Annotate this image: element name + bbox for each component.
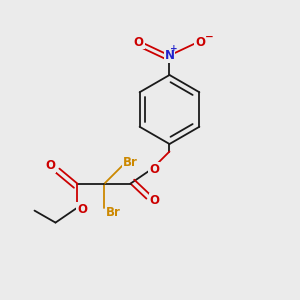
Text: N: N [164,49,175,62]
Text: O: O [77,202,87,216]
Text: Br: Br [123,155,138,169]
Text: Br: Br [106,206,121,219]
Text: O: O [134,35,144,49]
Text: −: − [205,32,214,42]
Text: O: O [195,35,206,49]
Text: O: O [149,163,159,176]
Text: O: O [150,194,160,207]
Text: +: + [170,44,178,53]
Text: O: O [45,159,56,172]
